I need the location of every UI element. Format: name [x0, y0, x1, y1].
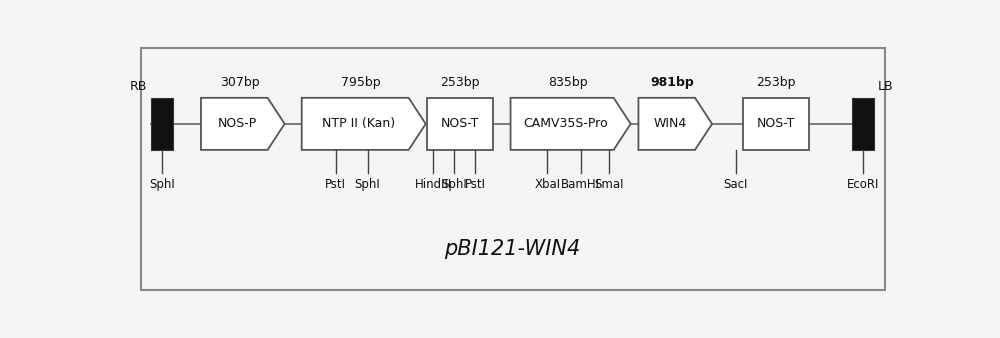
Text: BamHI: BamHI	[561, 178, 600, 192]
Text: CAMV35S-Pro: CAMV35S-Pro	[523, 117, 608, 130]
Polygon shape	[201, 98, 285, 150]
Text: 253bp: 253bp	[756, 76, 796, 89]
Text: EcoRI: EcoRI	[847, 178, 879, 192]
Text: SacI: SacI	[724, 178, 748, 192]
Bar	[151, 98, 173, 150]
Bar	[852, 98, 874, 150]
Polygon shape	[302, 98, 426, 150]
Text: SmaI: SmaI	[595, 178, 624, 192]
Text: HindIII: HindIII	[415, 178, 452, 192]
Text: XbaI: XbaI	[534, 178, 560, 192]
Text: WIN4: WIN4	[654, 117, 687, 130]
Polygon shape	[638, 98, 712, 150]
Text: 253bp: 253bp	[440, 76, 480, 89]
Text: NOS-T: NOS-T	[757, 117, 795, 130]
Text: RB: RB	[130, 80, 147, 93]
Text: 307bp: 307bp	[220, 76, 260, 89]
Text: SphI: SphI	[149, 178, 175, 192]
Text: SphI: SphI	[442, 178, 467, 192]
Text: NTP II (Kan): NTP II (Kan)	[322, 117, 395, 130]
Polygon shape	[511, 98, 631, 150]
Text: LB: LB	[878, 80, 893, 93]
Text: NOS-T: NOS-T	[441, 117, 479, 130]
Text: pBI121-WIN4: pBI121-WIN4	[444, 239, 581, 259]
Text: 981bp: 981bp	[651, 76, 695, 89]
Text: PstI: PstI	[465, 178, 486, 192]
Text: NOS-P: NOS-P	[218, 117, 257, 130]
Bar	[427, 98, 493, 150]
Text: 835bp: 835bp	[548, 76, 588, 89]
Text: PstI: PstI	[325, 178, 346, 192]
Text: SphI: SphI	[355, 178, 380, 192]
Text: 795bp: 795bp	[341, 76, 381, 89]
Bar	[743, 98, 809, 150]
